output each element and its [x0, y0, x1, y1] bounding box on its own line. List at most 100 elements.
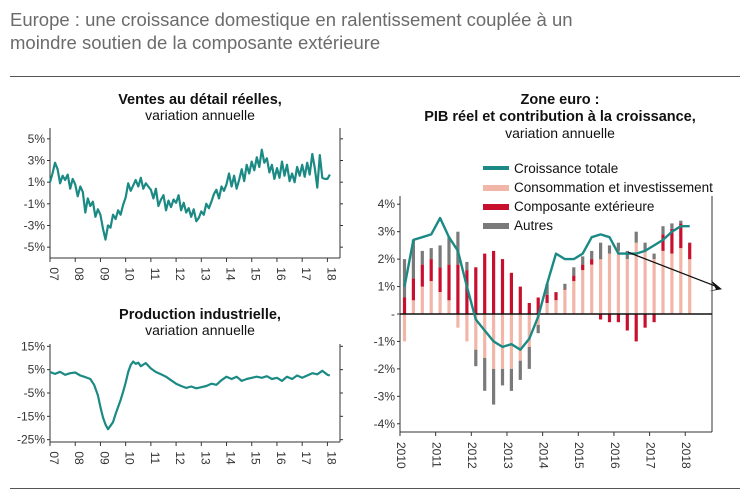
eurozone-gdp-chart: Zone euro : PIB réel et contribution à l…: [374, 92, 722, 469]
bar-external-component: [465, 270, 469, 314]
bar-other: [536, 325, 540, 334]
bar-consumption-investment: [429, 281, 433, 314]
x-tick-label: 10: [123, 267, 137, 281]
bar-consumption-investment: [411, 300, 415, 314]
industrial-production-subtitle: variation annuelle: [145, 322, 255, 338]
bar-other: [429, 248, 433, 260]
y-tick-label: -2%: [374, 362, 396, 376]
x-tick-label: 2018: [679, 442, 693, 469]
bar-other: [474, 349, 478, 367]
bar-external-component: [411, 278, 415, 301]
bar-external-component: [572, 275, 576, 282]
y-tick-label: -5%: [24, 386, 46, 400]
bar-consumption-investment: [652, 259, 656, 314]
gdp-title-line-1: Zone euro :: [521, 92, 600, 108]
legend-label-other: Autres: [514, 218, 553, 233]
bar-external-component: [474, 267, 478, 314]
bar-external-component: [518, 286, 522, 314]
y-tick-label: 1%: [28, 175, 46, 189]
bar-external-component: [420, 264, 424, 287]
bar-other: [483, 357, 487, 391]
bar-consumption-investment: [661, 250, 665, 314]
bar-external-component: [554, 292, 558, 301]
y-tick-label: -4%: [374, 417, 396, 431]
bar-consumption-investment: [465, 314, 469, 342]
bar-other: [518, 360, 522, 380]
bar-other: [545, 283, 549, 295]
x-tick-label: 12: [173, 451, 187, 465]
bar-external-component: [607, 314, 612, 323]
x-tick-label: 13: [198, 451, 212, 465]
legend-swatch-other: [483, 223, 509, 229]
y-tick-label: 3%: [378, 225, 396, 239]
bar-consumption-investment: [572, 281, 576, 314]
bar-consumption-investment: [590, 264, 594, 314]
x-tick-label: 2011: [429, 442, 443, 468]
x-tick-label: 2016: [608, 442, 622, 469]
bar-consumption-investment: [518, 314, 522, 361]
bar-consumption-investment: [527, 314, 531, 347]
y-tick-label: 5%: [28, 132, 46, 146]
bar-other: [492, 368, 496, 405]
bar-external-component: [447, 264, 451, 301]
bar-external-component: [509, 272, 513, 314]
legend-label-consumption: Consommation et investissement: [514, 180, 713, 195]
legend-label-external: Composante extérieure: [514, 199, 654, 214]
bar-consumption-investment: [402, 314, 407, 342]
y-tick-label: -25%: [17, 433, 45, 447]
bar-consumption-investment: [679, 248, 683, 314]
bar-external-component: [643, 314, 647, 328]
x-tick-label: 17: [299, 451, 313, 465]
bar-external-component: [661, 234, 665, 251]
legend-swatch-consumption: [483, 185, 509, 191]
x-tick-label: 17: [299, 267, 313, 281]
bar-consumption-investment: [599, 259, 603, 314]
bar-consumption-investment: [563, 289, 567, 314]
bar-other: [581, 256, 585, 265]
bar-external-component: [599, 314, 603, 320]
top-rule: [10, 76, 740, 77]
x-tick-label: 2015: [572, 442, 586, 469]
bar-consumption-investment: [688, 259, 692, 314]
industrial-production-chart: Production industrielle, variation annue…: [17, 307, 343, 465]
bar-other: [447, 237, 451, 265]
y-tick-label: 2%: [378, 252, 396, 266]
y-tick-label: -3%: [374, 389, 396, 403]
x-tick-label: 13: [198, 267, 212, 281]
y-tick-label: 5%: [28, 363, 46, 377]
bar-other: [616, 242, 620, 251]
bar-external-component: [456, 264, 460, 314]
y-tick-label: -5%: [24, 240, 46, 254]
x-tick-label: 16: [274, 451, 288, 465]
retail-sales-chart: Ventes au détail réelles, variation annu…: [24, 92, 343, 281]
x-tick-label: 10: [123, 451, 137, 465]
bar-other: [643, 242, 647, 251]
x-tick-label: 12: [173, 267, 187, 281]
bar-other: [661, 226, 665, 235]
bar-consumption-investment: [625, 259, 629, 314]
bar-external-component: [483, 253, 487, 314]
y-tick-label: -1%: [24, 197, 46, 211]
trend-arrow-head: [709, 280, 722, 292]
trend-arrow-line: [627, 251, 717, 287]
bar-external-component: [616, 314, 620, 323]
bar-consumption-investment: [509, 314, 513, 369]
bar-consumption-investment: [554, 300, 558, 314]
bar-consumption-investment: [447, 300, 451, 314]
bar-other: [500, 368, 505, 386]
bar-consumption-investment: [607, 253, 612, 314]
x-tick-label: 09: [97, 451, 111, 465]
x-tick-label: 07: [47, 267, 61, 281]
bar-external-component: [670, 228, 674, 254]
bar-other: [411, 239, 415, 279]
bar-external-component: [402, 297, 407, 314]
bar-consumption-investment: [581, 270, 585, 314]
bar-external-component: [492, 250, 496, 314]
bar-external-component: [634, 314, 638, 342]
bar-other: [438, 245, 442, 268]
x-tick-label: 2013: [501, 442, 515, 469]
bar-external-component: [688, 242, 692, 260]
x-tick-label: 18: [324, 267, 338, 281]
bar-other: [456, 231, 460, 265]
